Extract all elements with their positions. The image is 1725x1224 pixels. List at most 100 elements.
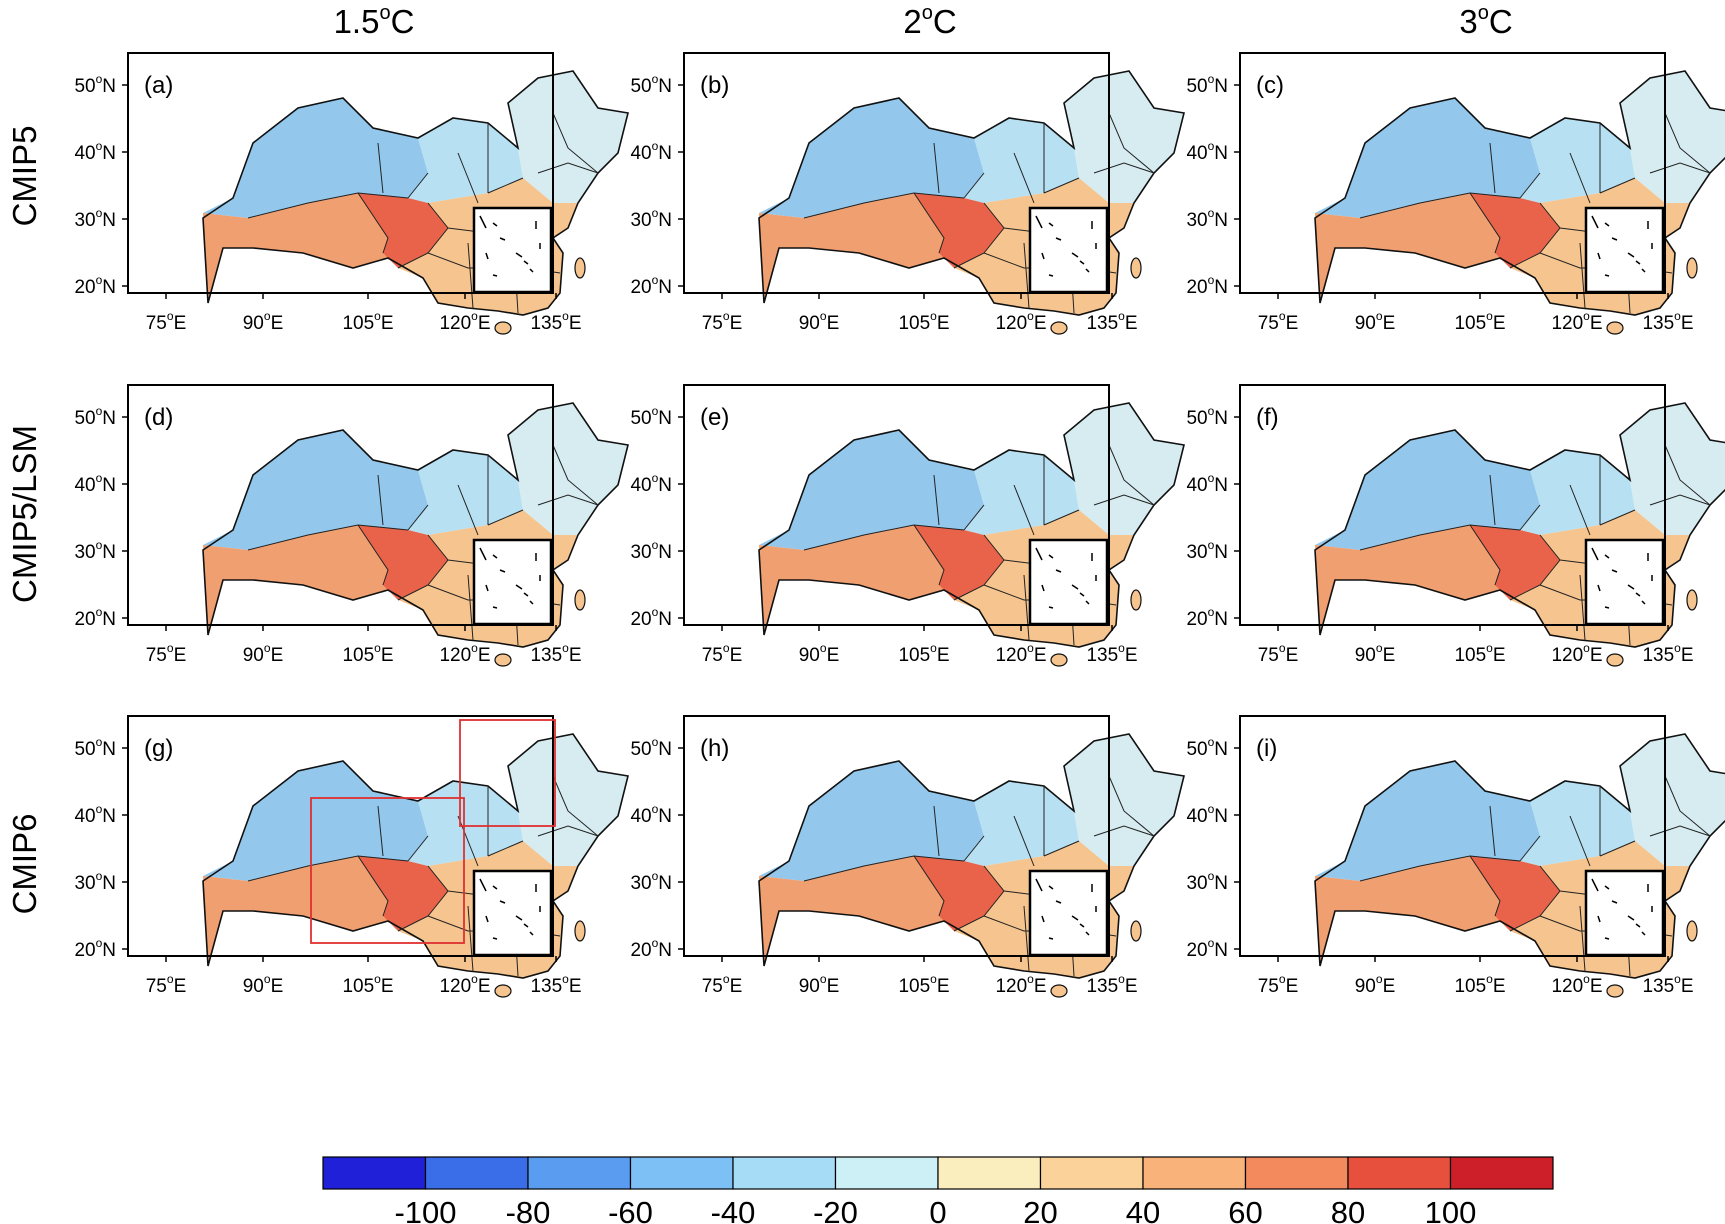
lon-tick-label: 120oE: [439, 972, 490, 997]
taiwan-island: [1686, 920, 1698, 942]
colorbar-swatch: [1244, 1156, 1349, 1190]
panel-frame: [1239, 384, 1666, 626]
map-region-northeast: [1620, 734, 1725, 866]
lon-tick-label: 135oE: [530, 641, 581, 666]
map-region-sichuan: [1470, 856, 1560, 931]
province-border: [913, 855, 945, 917]
lon-tick-label: 120oE: [1551, 641, 1602, 666]
map-panel: (d) 50oN 40oN 30oN 20oN 75oE 90oE 105oE 120oE 135…: [74, 384, 629, 667]
province-border: [1519, 172, 1541, 199]
lon-tick-label: 120oE: [1551, 972, 1602, 997]
province-border: [487, 177, 524, 194]
map-region-sichuan: [358, 193, 448, 268]
south-china-sea-inset: [472, 869, 553, 957]
province-border: [247, 192, 409, 219]
province-border: [1649, 162, 1711, 174]
panel-label: (h): [700, 735, 729, 762]
map-panel: (g) 50oN 40oN 30oN 20oN 75oE 90oE 105oE 120oE 135…: [74, 715, 629, 998]
lon-tick-label: 105oE: [1454, 309, 1505, 334]
panel-frame: [683, 52, 1110, 294]
map-region-north: [1520, 118, 1635, 203]
panel-label: (e): [700, 404, 729, 431]
province-border: [487, 840, 524, 857]
china-map: [1314, 402, 1725, 667]
map-region-north: [1520, 450, 1635, 535]
map-region-north: [964, 781, 1079, 866]
lon-tick-label: 135oE: [1642, 641, 1693, 666]
colorbar-tick-label: 80: [1331, 1195, 1365, 1224]
map-region-tibet: [759, 856, 964, 966]
colorbar-tick-label: 20: [1023, 1195, 1057, 1224]
province-border: [377, 474, 384, 526]
colorbar-swatch: [322, 1156, 427, 1190]
south-china-sea-inset: [1584, 538, 1665, 626]
lon-tick-label: 135oE: [1086, 972, 1137, 997]
lon-tick-label: 135oE: [1642, 309, 1693, 334]
lat-tick-label: 30oN: [1186, 869, 1228, 894]
lat-tick-label: 40oN: [630, 802, 672, 827]
province-border: [1013, 815, 1035, 867]
province-border: [803, 192, 965, 219]
map-region-sichuan: [358, 525, 448, 600]
lon-tick-label: 90oE: [1355, 641, 1396, 666]
lon-tick-label: 90oE: [243, 972, 284, 997]
colorbar-swatch: [424, 1156, 529, 1190]
province-border: [397, 534, 449, 601]
panel-label: (i): [1256, 735, 1277, 762]
lon-tick-label: 135oE: [530, 972, 581, 997]
province-border: [1043, 840, 1080, 857]
hainan-island: [1050, 653, 1068, 667]
map-region-tibet: [1315, 525, 1520, 635]
province-border: [1469, 855, 1501, 917]
colorbar-swatch: [937, 1156, 1042, 1190]
lat-tick-label: 20oN: [1186, 605, 1228, 630]
province-border: [537, 825, 599, 837]
province-border: [1569, 484, 1591, 536]
province-border: [1519, 835, 1541, 862]
map-region-sichuan: [914, 856, 1004, 931]
province-border: [913, 192, 945, 254]
taiwan-island: [574, 589, 586, 611]
province-border: [357, 192, 389, 254]
taiwan-island: [1686, 589, 1698, 611]
lat-tick-label: 40oN: [1186, 802, 1228, 827]
province-border: [1509, 202, 1561, 269]
panel-frame: [1239, 715, 1666, 957]
province-border: [1579, 242, 1586, 309]
lon-tick-label: 120oE: [439, 641, 490, 666]
map-panel: (b) 50oN 40oN 30oN 20oN 75oE 90oE 105oE 120oE 135…: [630, 52, 1185, 335]
south-china-sea-inset: [472, 538, 553, 626]
lon-tick-label: 120oE: [995, 641, 1046, 666]
province-border: [933, 142, 940, 194]
map-region-sichuan: [914, 525, 1004, 600]
lon-tick-label: 75oE: [146, 972, 187, 997]
lat-tick-label: 50oN: [1186, 404, 1228, 429]
taiwan-island: [574, 257, 586, 279]
lon-tick-label: 75oE: [146, 309, 187, 334]
colorbar-swatch: [629, 1156, 734, 1190]
map-region-northwest: [759, 98, 984, 218]
taiwan-island: [1130, 257, 1142, 279]
map-region-north: [964, 118, 1079, 203]
province-border: [537, 494, 599, 506]
province-border: [1093, 494, 1155, 506]
column-headers: 1.5oC 2oC 3oC: [334, 2, 1513, 40]
column-header-1: 1.5oC: [334, 2, 415, 40]
row-label-3: CMIP6: [6, 814, 43, 915]
lon-tick-label: 120oE: [439, 309, 490, 334]
province-border: [1509, 865, 1561, 932]
lon-tick-label: 75oE: [1258, 641, 1299, 666]
hainan-island: [1050, 321, 1068, 335]
province-border: [552, 112, 599, 174]
province-border: [407, 504, 429, 531]
lat-tick-label: 50oN: [74, 72, 116, 97]
province-border: [913, 524, 945, 586]
analysis-box-northeast: [459, 719, 556, 827]
province-border: [1569, 815, 1591, 867]
province-border: [1359, 192, 1521, 219]
lat-tick-label: 20oN: [630, 936, 672, 961]
province-border: [963, 835, 985, 862]
map-region-northwest: [759, 430, 984, 550]
lat-tick-label: 30oN: [74, 869, 116, 894]
lon-tick-label: 90oE: [799, 309, 840, 334]
